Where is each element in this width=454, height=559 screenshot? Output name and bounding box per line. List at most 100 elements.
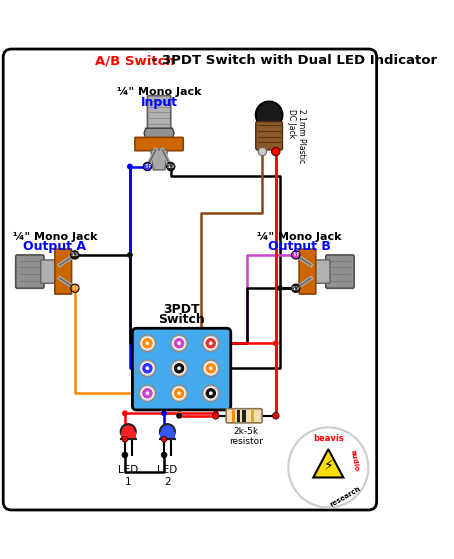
Polygon shape [151,150,168,170]
FancyBboxPatch shape [16,255,44,288]
Circle shape [146,392,149,395]
Circle shape [209,342,212,345]
Circle shape [258,148,266,156]
Circle shape [173,362,185,374]
Text: 2k-5k
resistor: 2k-5k resistor [229,427,263,446]
Circle shape [272,413,279,419]
Circle shape [273,149,279,154]
Circle shape [146,342,149,345]
Circle shape [173,338,185,349]
Circle shape [205,387,217,399]
Circle shape [205,338,217,349]
Circle shape [144,164,150,169]
Text: TIP: TIP [71,286,79,291]
Circle shape [168,164,174,169]
Text: ¼" Mono Jack: ¼" Mono Jack [257,231,341,241]
FancyBboxPatch shape [3,49,377,510]
Circle shape [176,413,182,419]
Text: research: research [329,485,361,508]
Text: TIP: TIP [144,164,151,169]
Circle shape [122,410,128,416]
Circle shape [178,392,181,395]
Text: ⚡: ⚡ [323,459,333,473]
Polygon shape [144,128,174,138]
FancyBboxPatch shape [133,328,231,410]
FancyBboxPatch shape [226,409,262,423]
Circle shape [161,452,167,458]
Circle shape [71,284,79,292]
Circle shape [205,362,217,374]
Bar [251,410,254,421]
Circle shape [288,428,368,508]
Circle shape [256,102,282,128]
Circle shape [161,436,167,442]
Text: LED
1: LED 1 [118,465,138,486]
Circle shape [146,367,149,370]
Text: ¼" Mono Jack: ¼" Mono Jack [13,231,97,241]
Circle shape [291,284,300,292]
FancyBboxPatch shape [148,96,171,129]
Circle shape [122,452,128,458]
Text: A/B Switch: A/B Switch [95,54,175,67]
FancyBboxPatch shape [41,260,57,283]
Text: 2.1mm Plastic
DC Jack: 2.1mm Plastic DC Jack [286,110,306,164]
Circle shape [161,410,167,416]
Text: beavis: beavis [313,434,344,443]
Text: SLV: SLV [70,253,79,257]
Circle shape [139,385,156,401]
Bar [232,410,235,421]
Circle shape [167,162,175,170]
Circle shape [122,436,128,442]
Circle shape [273,340,279,346]
Bar [242,410,246,421]
Circle shape [291,251,300,259]
Bar [160,432,175,439]
Circle shape [212,413,219,419]
Circle shape [293,252,299,258]
Circle shape [142,387,153,399]
Circle shape [173,387,185,399]
Circle shape [71,251,79,259]
Text: SLV: SLV [166,164,175,169]
Circle shape [142,362,153,374]
Circle shape [143,162,152,170]
Text: Input: Input [141,96,178,109]
Text: 3PDT: 3PDT [163,304,200,316]
Circle shape [271,148,280,156]
Circle shape [171,385,188,401]
Circle shape [213,410,219,416]
Circle shape [160,424,175,439]
Circle shape [260,149,265,154]
Bar [237,410,240,421]
FancyBboxPatch shape [135,138,183,151]
Circle shape [178,342,181,345]
Circle shape [209,367,212,370]
Circle shape [178,367,181,370]
FancyBboxPatch shape [326,255,354,288]
Text: TIP: TIP [292,253,300,257]
Circle shape [171,335,188,352]
Text: Output A: Output A [23,240,86,253]
FancyBboxPatch shape [55,249,72,294]
Circle shape [142,338,153,349]
Text: - 3PDT Switch with Dual LED Indicator: - 3PDT Switch with Dual LED Indicator [147,54,437,67]
Circle shape [121,424,136,439]
Circle shape [127,252,133,258]
Circle shape [139,335,156,352]
Text: Output B: Output B [268,240,331,253]
Circle shape [202,335,219,352]
FancyBboxPatch shape [299,249,316,294]
Circle shape [139,360,156,377]
Circle shape [127,164,133,169]
Circle shape [171,360,188,377]
Circle shape [202,360,219,377]
Polygon shape [313,449,343,477]
FancyBboxPatch shape [256,121,282,150]
Bar [121,432,136,439]
FancyBboxPatch shape [313,260,330,283]
Text: audio: audio [350,449,360,472]
Circle shape [209,392,212,395]
Circle shape [202,385,219,401]
Text: Switch: Switch [158,312,205,325]
Circle shape [72,252,78,258]
